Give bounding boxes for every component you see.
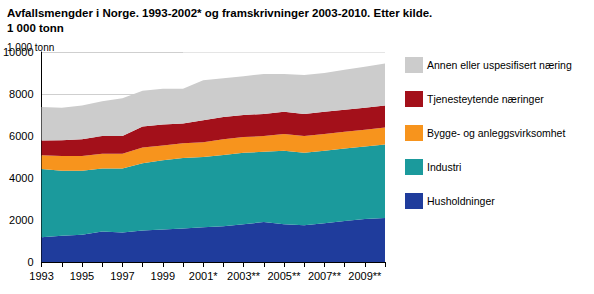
svg-text:2000: 2000 xyxy=(9,214,33,226)
svg-text:2003**: 2003** xyxy=(227,270,261,282)
svg-text:2007**: 2007** xyxy=(308,270,342,282)
svg-text:Avfallsmengder i Norge. 1993-2: Avfallsmengder i Norge. 1993-2002* og fr… xyxy=(7,7,432,19)
svg-text:1993: 1993 xyxy=(29,270,53,282)
svg-text:6000: 6000 xyxy=(9,130,33,142)
svg-text:1 000 tonn: 1 000 tonn xyxy=(7,42,54,53)
svg-text:2001*: 2001* xyxy=(189,270,218,282)
svg-text:Annen eller uspesifisert nærin: Annen eller uspesifisert næring xyxy=(427,59,572,71)
svg-text:Husholdninger: Husholdninger xyxy=(427,195,495,207)
svg-text:Bygge- og anleggsvirksomhet: Bygge- og anleggsvirksomhet xyxy=(427,127,565,139)
svg-text:Industri: Industri xyxy=(427,161,461,173)
svg-text:4000: 4000 xyxy=(9,172,33,184)
svg-text:1997: 1997 xyxy=(110,270,134,282)
svg-text:2009**: 2009** xyxy=(348,270,382,282)
svg-text:1995: 1995 xyxy=(70,270,94,282)
svg-text:Tjenesteytende næringer: Tjenesteytende næringer xyxy=(427,93,544,105)
svg-text:2005**: 2005** xyxy=(267,270,301,282)
svg-text:1999: 1999 xyxy=(151,270,175,282)
svg-text:1 000 tonn: 1 000 tonn xyxy=(7,22,64,34)
svg-text:8000: 8000 xyxy=(9,88,33,100)
svg-text:0: 0 xyxy=(27,256,33,268)
